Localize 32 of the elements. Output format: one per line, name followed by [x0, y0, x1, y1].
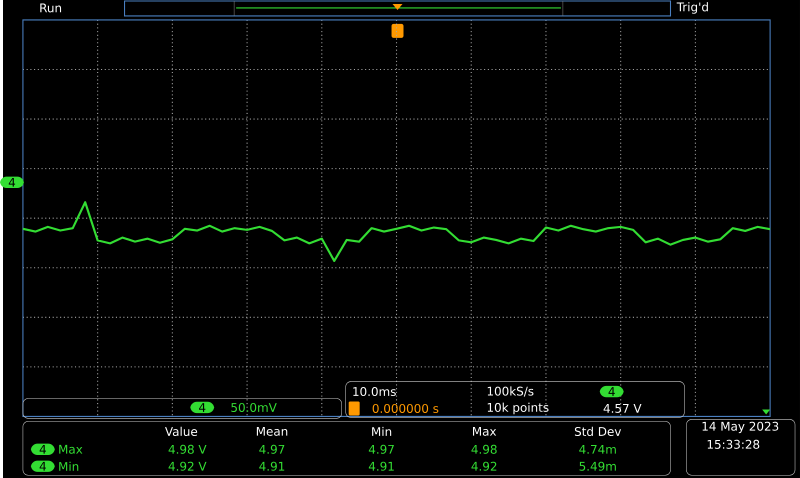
text: 4.74m [579, 444, 616, 454]
text: 4 [8, 178, 16, 187]
text: Min [59, 462, 78, 471]
text: 4 [40, 462, 46, 471]
annotation: 100kS/s [488, 386, 534, 397]
annotation: 10k points [488, 402, 549, 414]
text: Run [40, 3, 62, 12]
text: Min [372, 426, 392, 436]
text: 15:33:28 [708, 440, 760, 449]
text: Std Dev [574, 426, 622, 436]
text: Max [473, 426, 496, 436]
annotation: 4 [199, 403, 206, 412]
text: 4.92 V [168, 462, 206, 471]
text: Mean [256, 426, 288, 436]
text: Trig'd [676, 2, 708, 14]
annotation: 4.57 V [604, 404, 642, 413]
text: 14 May 2023 [702, 422, 778, 433]
text: 4.97 [368, 444, 394, 454]
text: 4 [40, 444, 46, 454]
text: 4.98 [471, 444, 497, 454]
text: 4.97 [259, 444, 284, 454]
text: 4.92 [471, 462, 496, 471]
annotation: 0.000000 s [372, 404, 438, 413]
text: 4.91 [368, 462, 394, 471]
text: Value [164, 426, 198, 436]
annotation: 4 [608, 387, 615, 396]
text: 5.49m [580, 462, 616, 471]
text: Max [59, 444, 82, 454]
annotation: 10.0ms [353, 386, 396, 396]
annotation: 50.0mV [231, 402, 277, 412]
text: 4.98 V [168, 444, 206, 454]
text: 4.91 [259, 462, 284, 471]
